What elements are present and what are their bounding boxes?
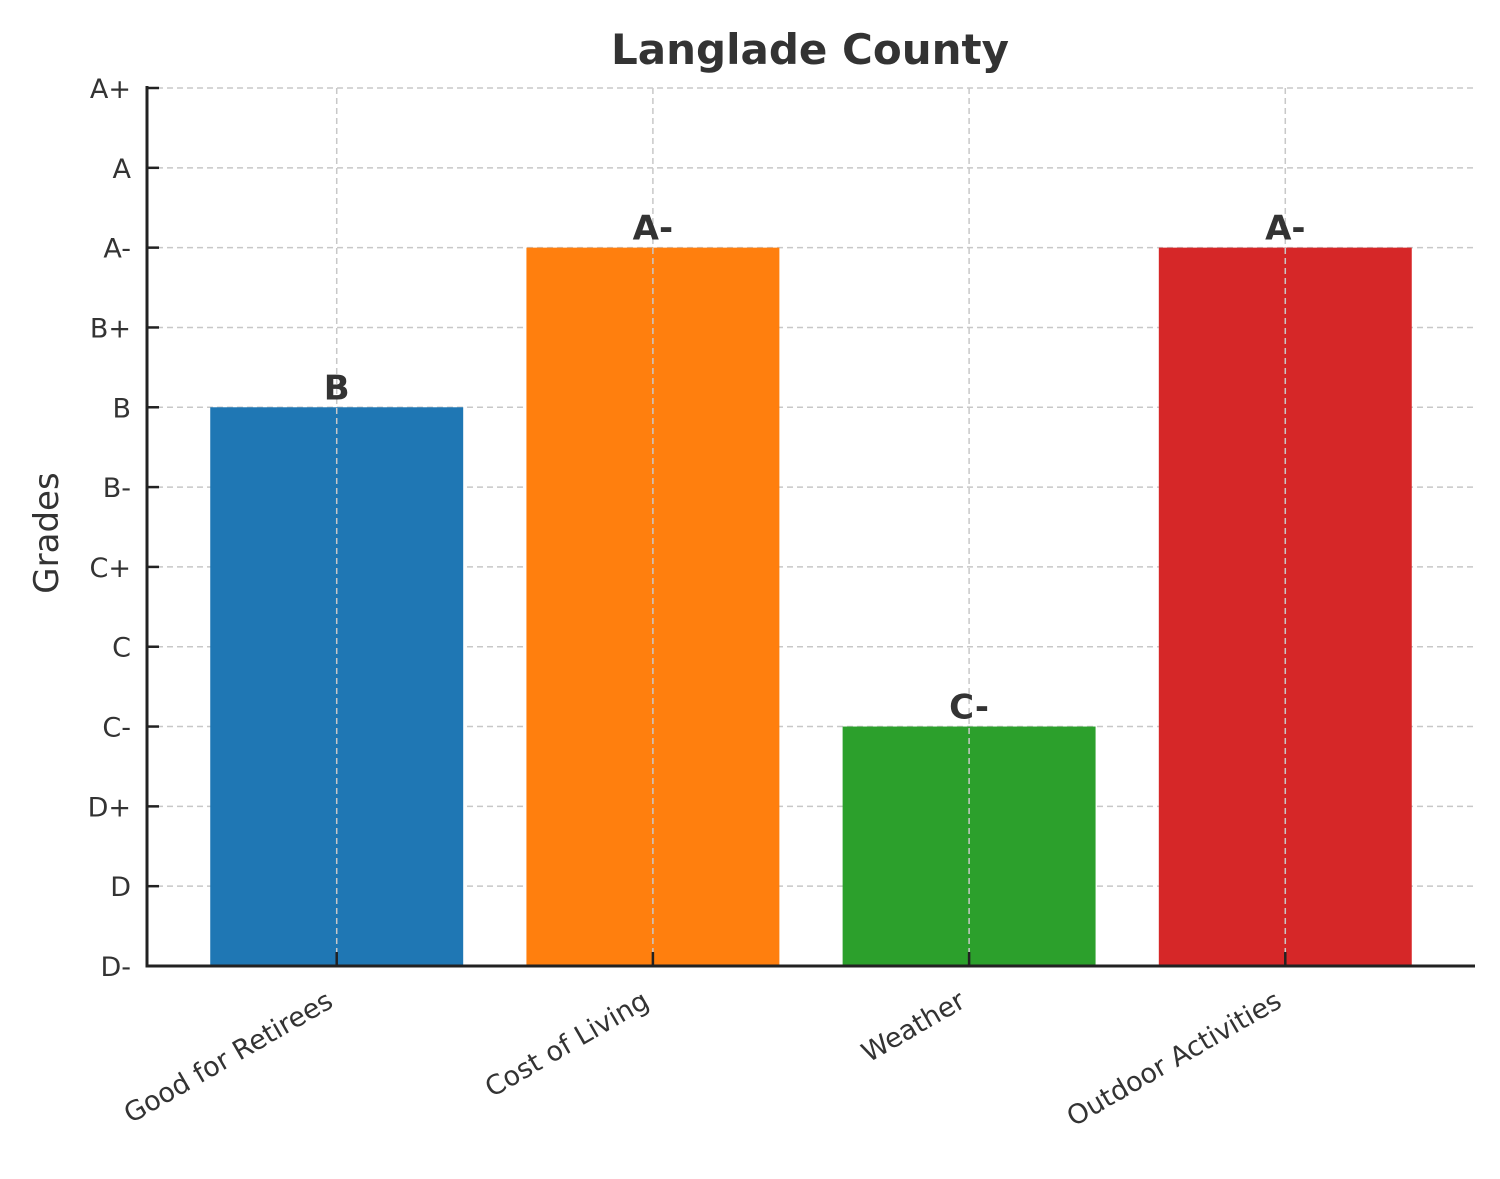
bar (526, 247, 780, 967)
x-tick-label: Cost of Living (480, 985, 654, 1104)
bar (842, 726, 1096, 966)
x-ticks: Good for Retirees Cost of Living Weather Ou… (119, 952, 1287, 1133)
x-tick-label: Weather (857, 985, 972, 1069)
x-tick-label: Outdoor Activities (1062, 985, 1287, 1133)
bar (1158, 247, 1412, 967)
chart-title: Langlade County (611, 25, 1009, 74)
data-label: A- (633, 209, 673, 249)
y-tick-label: C (112, 633, 131, 664)
data-label: B (324, 368, 350, 408)
data-labels: B A- C- A- (324, 209, 1306, 728)
y-tick-label: A- (103, 234, 131, 265)
data-label: C- (949, 688, 989, 728)
y-tick-label: B- (103, 473, 131, 504)
y-tick-label: D (110, 872, 131, 903)
y-tick-label: A+ (90, 74, 131, 105)
y-tick-label: D- (100, 952, 131, 983)
bars (210, 88, 1412, 967)
y-axis-label: Grades (27, 472, 67, 593)
y-tick-label: B (112, 393, 131, 424)
y-ticks: D- D D+ C- C C+ B- B B+ A- A A+ (88, 74, 159, 983)
y-tick-label: B+ (90, 313, 131, 344)
y-tick-label: C- (102, 713, 131, 744)
y-tick-label: C+ (90, 553, 131, 584)
y-tick-label: D+ (88, 792, 131, 823)
y-tick-label: A (113, 154, 132, 185)
x-tick-label: Good for Retirees (119, 985, 338, 1130)
axes (145, 86, 1475, 968)
data-label: A- (1265, 209, 1305, 249)
